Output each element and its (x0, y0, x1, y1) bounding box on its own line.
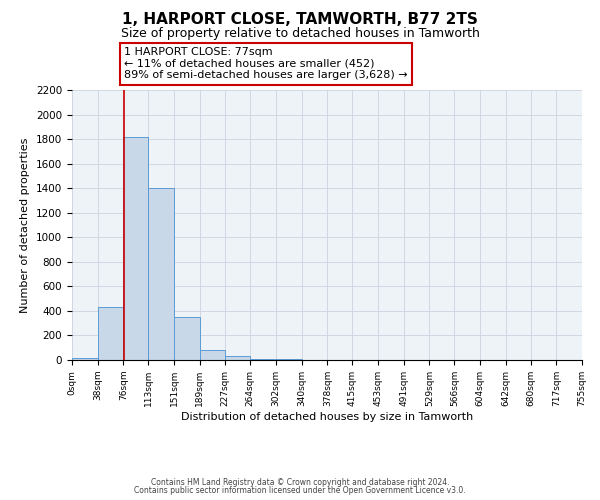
Bar (250, 359, 276, 360)
Bar (200, 350, 226, 360)
Bar (124, 136, 148, 360)
Bar (226, 356, 250, 360)
X-axis label: Distribution of detached houses by size in Tamworth: Distribution of detached houses by size … (181, 412, 473, 422)
Text: Contains HM Land Registry data © Crown copyright and database right 2024.: Contains HM Land Registry data © Crown c… (151, 478, 449, 487)
Text: 1, HARPORT CLOSE, TAMWORTH, B77 2TS: 1, HARPORT CLOSE, TAMWORTH, B77 2TS (122, 12, 478, 28)
Bar (174, 317, 200, 360)
Text: Size of property relative to detached houses in Tamworth: Size of property relative to detached ho… (121, 28, 479, 40)
Text: 1 HARPORT CLOSE: 77sqm
← 11% of detached houses are smaller (452)
89% of semi-de: 1 HARPORT CLOSE: 77sqm ← 11% of detached… (124, 47, 407, 80)
Text: Contains public sector information licensed under the Open Government Licence v3: Contains public sector information licen… (134, 486, 466, 495)
Bar (72, 358, 98, 360)
Bar (98, 307, 124, 360)
Y-axis label: Number of detached properties: Number of detached properties (20, 138, 31, 312)
Bar (148, 188, 174, 360)
